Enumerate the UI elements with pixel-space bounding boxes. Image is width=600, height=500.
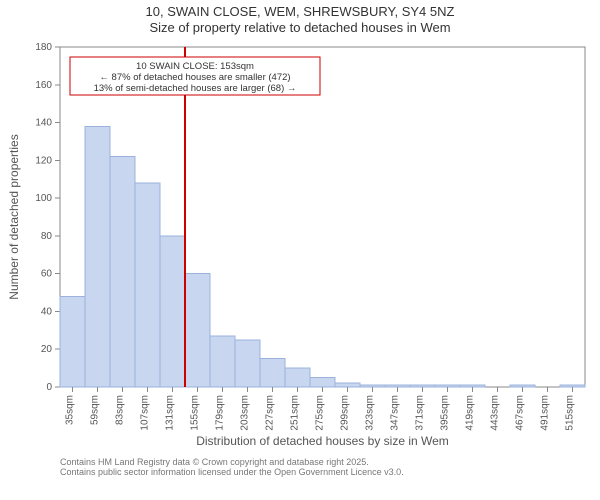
svg-text:179sqm: 179sqm — [215, 395, 226, 431]
svg-text:299sqm: 299sqm — [340, 395, 351, 431]
svg-text:20: 20 — [41, 344, 53, 355]
svg-text:59sqm: 59sqm — [90, 395, 101, 425]
svg-text:443sqm: 443sqm — [490, 395, 501, 431]
svg-text:40: 40 — [41, 306, 53, 317]
svg-text:120: 120 — [35, 155, 52, 166]
svg-text:Distribution of detached house: Distribution of detached houses by size … — [196, 434, 449, 448]
svg-text:35sqm: 35sqm — [65, 395, 76, 425]
svg-text:155sqm: 155sqm — [190, 395, 201, 431]
footer-line1: Contains HM Land Registry data © Crown c… — [60, 457, 600, 468]
svg-text:227sqm: 227sqm — [265, 395, 276, 431]
title-line1: 10, SWAIN CLOSE, WEM, SHREWSBURY, SY4 5N… — [0, 4, 600, 20]
svg-text:131sqm: 131sqm — [165, 395, 176, 431]
svg-text:80: 80 — [41, 230, 53, 241]
svg-text:100: 100 — [35, 193, 52, 204]
footer: Contains HM Land Registry data © Crown c… — [0, 457, 600, 479]
chart-svg: 0 20 40 60 80 100 120 140 160 180 35sqm 59sqm 83sqm 1… — [0, 37, 600, 457]
svg-text:83sqm: 83sqm — [115, 395, 126, 425]
chart-title-block: 10, SWAIN CLOSE, WEM, SHREWSBURY, SY4 5N… — [0, 0, 600, 37]
svg-text:347sqm: 347sqm — [390, 395, 401, 431]
svg-text:395sqm: 395sqm — [440, 395, 451, 431]
svg-text:10 SWAIN CLOSE: 153sqm: 10 SWAIN CLOSE: 153sqm — [136, 61, 254, 72]
svg-text:160: 160 — [35, 79, 52, 90]
svg-text:140: 140 — [35, 117, 52, 128]
svg-text:107sqm: 107sqm — [140, 395, 151, 431]
svg-text:515sqm: 515sqm — [565, 395, 576, 431]
svg-text:371sqm: 371sqm — [415, 395, 426, 431]
svg-text:419sqm: 419sqm — [465, 395, 476, 431]
svg-text:203sqm: 203sqm — [240, 395, 251, 431]
svg-text:251sqm: 251sqm — [290, 395, 301, 431]
svg-text:Number of detached properties: Number of detached properties — [7, 134, 21, 299]
title-line2: Size of property relative to detached ho… — [0, 20, 600, 36]
svg-text:60: 60 — [41, 268, 53, 279]
footer-line2: Contains public sector information licen… — [60, 467, 600, 478]
svg-text:275sqm: 275sqm — [315, 395, 326, 431]
svg-text:180: 180 — [35, 42, 52, 53]
svg-text:323sqm: 323sqm — [365, 395, 376, 431]
svg-text:491sqm: 491sqm — [540, 395, 551, 431]
svg-text:13% of semi-detached houses ar: 13% of semi-detached houses are larger (… — [94, 83, 297, 94]
svg-text:0: 0 — [46, 382, 52, 393]
chart: 0 20 40 60 80 100 120 140 160 180 35sqm 59sqm 83sqm 1… — [0, 37, 600, 457]
svg-text:← 87% of detached houses are s: ← 87% of detached houses are smaller (47… — [99, 72, 290, 83]
svg-text:467sqm: 467sqm — [515, 395, 526, 431]
